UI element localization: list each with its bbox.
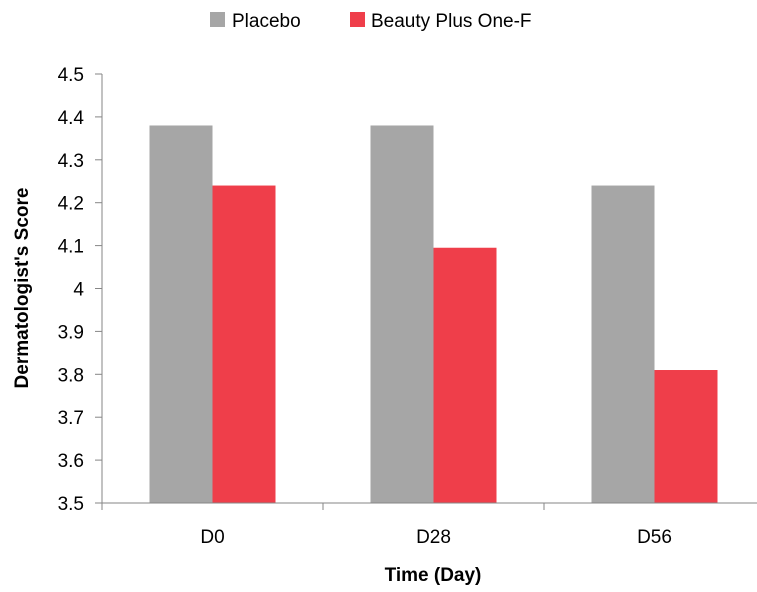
- legend-swatch-placebo: [210, 12, 225, 27]
- legend-label-beauty-plus-one-f: Beauty Plus One-F: [371, 11, 532, 32]
- y-tick-label: 4.5: [58, 65, 84, 86]
- bar-placebo-d0: [149, 125, 213, 503]
- y-tick-label: 3.7: [58, 408, 84, 429]
- bar-placebo-d56: [591, 185, 655, 504]
- y-tick-label: 3.8: [58, 365, 84, 386]
- bars: [149, 125, 718, 504]
- bar-beauty-plus-one-f-d0: [212, 185, 276, 504]
- bar-placebo-d28: [370, 125, 434, 503]
- x-tick-label: D56: [637, 527, 672, 548]
- bar-beauty-plus-one-f-d28: [433, 247, 497, 503]
- legend-swatch-beauty-plus-one-f: [350, 12, 365, 27]
- axes: [101, 74, 757, 504]
- y-tick-label: 3.5: [58, 494, 84, 515]
- y-tick-label: 3.6: [58, 451, 84, 472]
- x-tick-label: D0: [200, 527, 224, 548]
- y-tick-label: 3.9: [58, 322, 84, 343]
- x-tick-label: D28: [416, 527, 451, 548]
- y-tick-label: 4.4: [58, 108, 85, 129]
- x-axis-title: Time (Day): [385, 565, 482, 586]
- y-axis-ticks: 3.5 3.6 3.7 3.8 3.9 4 4.1 4.2 4.3 4.4 4.5: [58, 65, 102, 515]
- y-tick-label: 4.3: [58, 151, 84, 172]
- legend: Placebo Beauty Plus One-F: [210, 11, 532, 32]
- legend-label-placebo: Placebo: [232, 11, 301, 32]
- x-axis-ticks: D0 D28 D56: [101, 503, 672, 548]
- y-tick-label: 4.1: [58, 237, 84, 258]
- y-tick-label: 4.2: [58, 194, 84, 215]
- y-tick-label: 4: [73, 280, 84, 301]
- y-axis-title: Dermatologist's Score: [12, 188, 33, 389]
- bar-beauty-plus-one-f-d56: [654, 370, 718, 503]
